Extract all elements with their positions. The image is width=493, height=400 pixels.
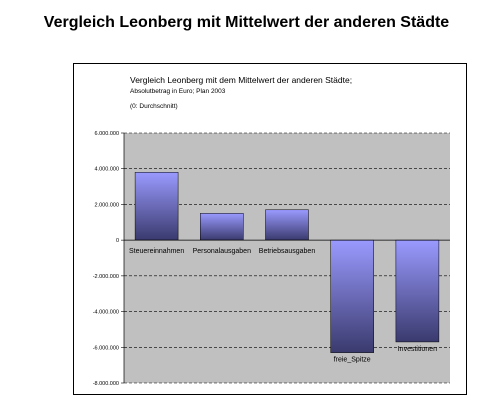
bar (134, 172, 179, 241)
chart-subtitle: Absolutbetrag in Euro; Plan 2003 (130, 88, 226, 95)
y-tick-label: -6.000.000 (93, 345, 119, 351)
page-title: Vergleich Leonberg mit Mittelwert der an… (43, 14, 450, 31)
category-label: freie_Spitze (334, 357, 371, 364)
bar (265, 209, 309, 241)
chart: Vergleich Leonberg mit dem Mittelwert de… (93, 75, 450, 387)
category-label: Investitionen (398, 346, 437, 353)
chart-frame: Vergleich Leonberg mit dem Mittelwert de… (73, 63, 467, 395)
chart-note: (0: Durchschnitt) (130, 103, 178, 110)
y-tick-label: 0 (116, 238, 119, 244)
category-label: Betriebsausgaben (259, 248, 316, 255)
y-tick-label: 2.000.000 (95, 202, 119, 208)
y-tick-label: -8.000.000 (93, 381, 119, 387)
y-tick-label: -4.000.000 (93, 310, 119, 316)
y-tick-label: 4.000.000 (95, 167, 119, 173)
y-tick-label: 6.000.000 (95, 131, 119, 137)
bar (330, 239, 374, 353)
bar (395, 239, 440, 343)
category-label: Personalausgaben (193, 248, 251, 255)
y-tick-label: -2.000.000 (93, 274, 119, 280)
category-label: Steuereinnahmen (129, 248, 184, 255)
chart-title: Vergleich Leonberg mit dem Mittelwert de… (130, 75, 352, 85)
bar (200, 213, 244, 241)
